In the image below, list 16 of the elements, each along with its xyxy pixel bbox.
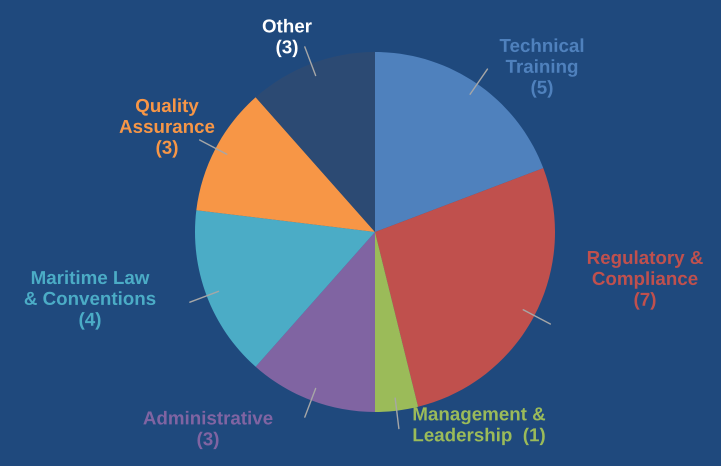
slice-label: Management & Leadership (1) [414,407,546,446]
slice-label: Other [262,18,312,33]
data-label: (5) [531,80,553,98]
slice-label: Administrative [143,410,272,425]
pie-slice [195,210,375,367]
slice-label: Regulatory & Compliance [588,250,703,289]
slice-label: Quality Assurance [120,98,214,134]
data-label: (4) [79,312,101,330]
data-label: (7) [634,292,656,310]
slice-label: Technical Training [500,38,584,77]
data-label: (3) [197,432,219,450]
slice-label: Maritime Law & Conventions [24,270,156,306]
data-label: (3) [276,40,298,58]
pie-slice [256,232,375,412]
pie-slice [375,168,555,407]
data-label: (3) [156,140,178,158]
